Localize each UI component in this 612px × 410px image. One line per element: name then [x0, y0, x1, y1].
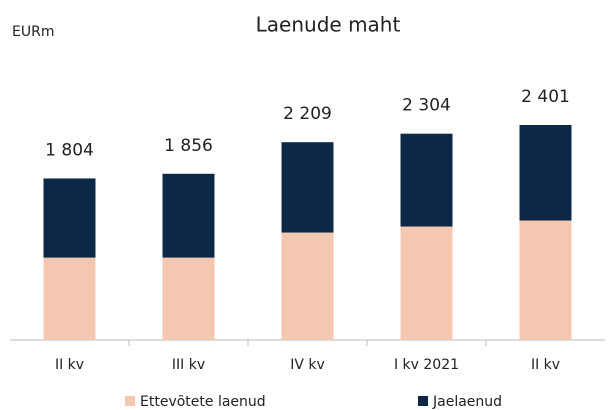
bar-segment: [281, 232, 334, 340]
total-label: 2 401: [521, 87, 570, 107]
legend-swatch: [418, 396, 428, 406]
unit-label: EURm: [12, 24, 54, 40]
total-label: 1 856: [164, 136, 213, 156]
legend-label: Jaelaenud: [432, 394, 502, 410]
total-label: 1 804: [45, 140, 94, 160]
bar-segment: [43, 257, 96, 340]
bar-segment: [400, 226, 453, 340]
total-label: 2 209: [283, 104, 332, 124]
bar-segment: [281, 142, 334, 233]
total-label: 2 304: [402, 96, 451, 116]
x-tick-label: II kv: [531, 357, 560, 373]
bar-segment: [400, 133, 453, 227]
bar-segment: [162, 257, 215, 340]
x-tick-label: I kv 2021: [394, 357, 459, 373]
bar-segment: [43, 178, 96, 258]
bar-segment: [162, 173, 215, 258]
x-tick-label: IV kv: [290, 357, 325, 373]
x-tick-label: II kv: [55, 357, 84, 373]
legend-swatch: [125, 396, 135, 406]
bar-segment: [519, 125, 572, 221]
x-tick-label: III kv: [172, 357, 205, 373]
chart-title: Laenude maht: [256, 13, 401, 37]
legend-label: Ettevõtete laenud: [140, 394, 266, 410]
bar-segment: [519, 220, 572, 340]
